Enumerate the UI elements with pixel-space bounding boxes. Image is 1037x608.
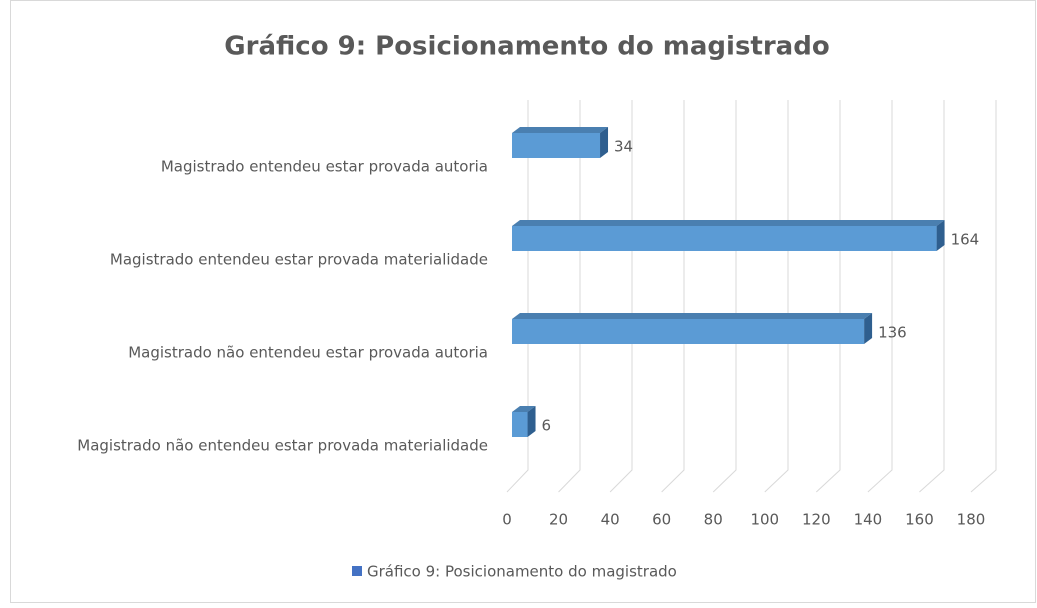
bar-top [512, 127, 609, 133]
bar-front [512, 133, 601, 158]
bar-side [527, 406, 536, 437]
bar-front [512, 226, 937, 251]
bar-side [936, 220, 945, 251]
x-tick-label: 180 [957, 511, 986, 529]
x-tick-label: 0 [502, 511, 512, 529]
value-label: 34 [614, 138, 633, 156]
bar [512, 406, 536, 437]
bar-front [512, 319, 865, 344]
value-label: 136 [878, 324, 907, 342]
y-tick-label: Magistrado entendeu estar provada autori… [161, 158, 488, 176]
x-tick-label: 120 [802, 511, 831, 529]
x-tick-label: 100 [750, 511, 779, 529]
x-tick-label: 40 [601, 511, 620, 529]
x-tick-label: 160 [905, 511, 934, 529]
x-tick-label: 60 [652, 511, 671, 529]
bar [512, 313, 873, 344]
y-tick-label: Magistrado entendeu estar provada materi… [110, 251, 488, 269]
legend-swatch [352, 566, 362, 576]
grid-line [970, 100, 997, 493]
x-tick-label: 20 [549, 511, 568, 529]
value-label: 164 [951, 231, 980, 249]
bar-top [512, 406, 536, 412]
chart-border [10, 0, 1036, 603]
legend-label: Gráfico 9: Posicionamento do magistrado [367, 563, 677, 581]
bar-top [512, 220, 945, 226]
bar-top [512, 313, 873, 319]
bar [512, 127, 609, 158]
bar-side [864, 313, 873, 344]
x-tick-label: 140 [854, 511, 883, 529]
value-label: 6 [542, 417, 552, 435]
bar-front [512, 412, 528, 437]
y-tick-label: Magistrado não entendeu estar provada au… [128, 344, 488, 362]
bar-side [600, 127, 609, 158]
y-tick-label: Magistrado não entendeu estar provada ma… [77, 437, 488, 455]
bar [512, 220, 945, 251]
x-tick-label: 80 [704, 511, 723, 529]
chart-title: Gráfico 9: Posicionamento do magistrado [224, 32, 829, 62]
